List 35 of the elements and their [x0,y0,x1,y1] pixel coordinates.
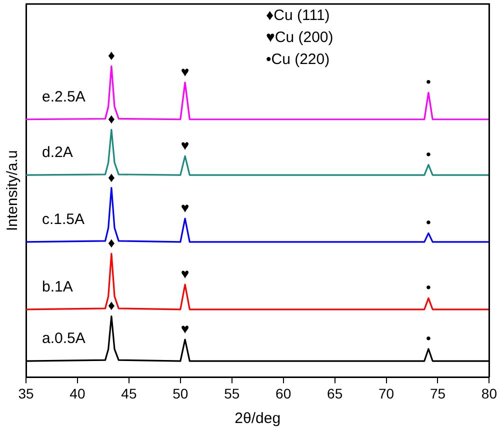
series-label: d.2A [42,144,73,162]
annotation: • [426,279,432,296]
annotation: ♥ [180,266,190,282]
annotation: ♦ [108,234,116,251]
text: ♦Cu (111) [266,7,330,24]
annotation: ♥ [180,200,190,216]
series-label: b.1A [42,278,73,296]
annotation: ♥ [180,320,190,337]
series-label: a.0.5A [42,330,86,348]
annotation: ♥ [180,63,190,80]
annotation: • [426,214,432,230]
x-tick-label: 65 [327,385,343,402]
annotation: • [426,330,432,346]
annotation: ♦ [108,47,116,64]
x-axis-title: 2θ/deg [234,410,281,428]
annotation: ♥ [180,137,190,154]
x-tick-label: 50 [172,385,188,402]
x-tick-label: 55 [224,385,240,402]
x-tick-label: 75 [430,385,446,402]
x-tick-label: 35 [18,385,34,402]
text: ♥Cu (200) [266,29,334,46]
annotation: •Cu (220) [266,51,330,68]
annotation: • [426,74,432,90]
y-axis-title: Intensity/a.u [4,150,22,232]
x-tick-label: 60 [276,385,292,402]
annotation: ♦ [108,168,116,185]
series-label: c.1.5A [42,210,85,228]
annotation: ♦ [108,297,116,314]
x-tick-label: 40 [70,385,86,402]
x-tick-label: 80 [481,385,498,402]
x-tick-label: 45 [121,385,137,402]
x-tick-label: 70 [378,385,394,402]
annotation: ♦ [108,110,116,127]
series-label: e.2.5A [42,88,86,106]
annotation: • [426,146,432,162]
